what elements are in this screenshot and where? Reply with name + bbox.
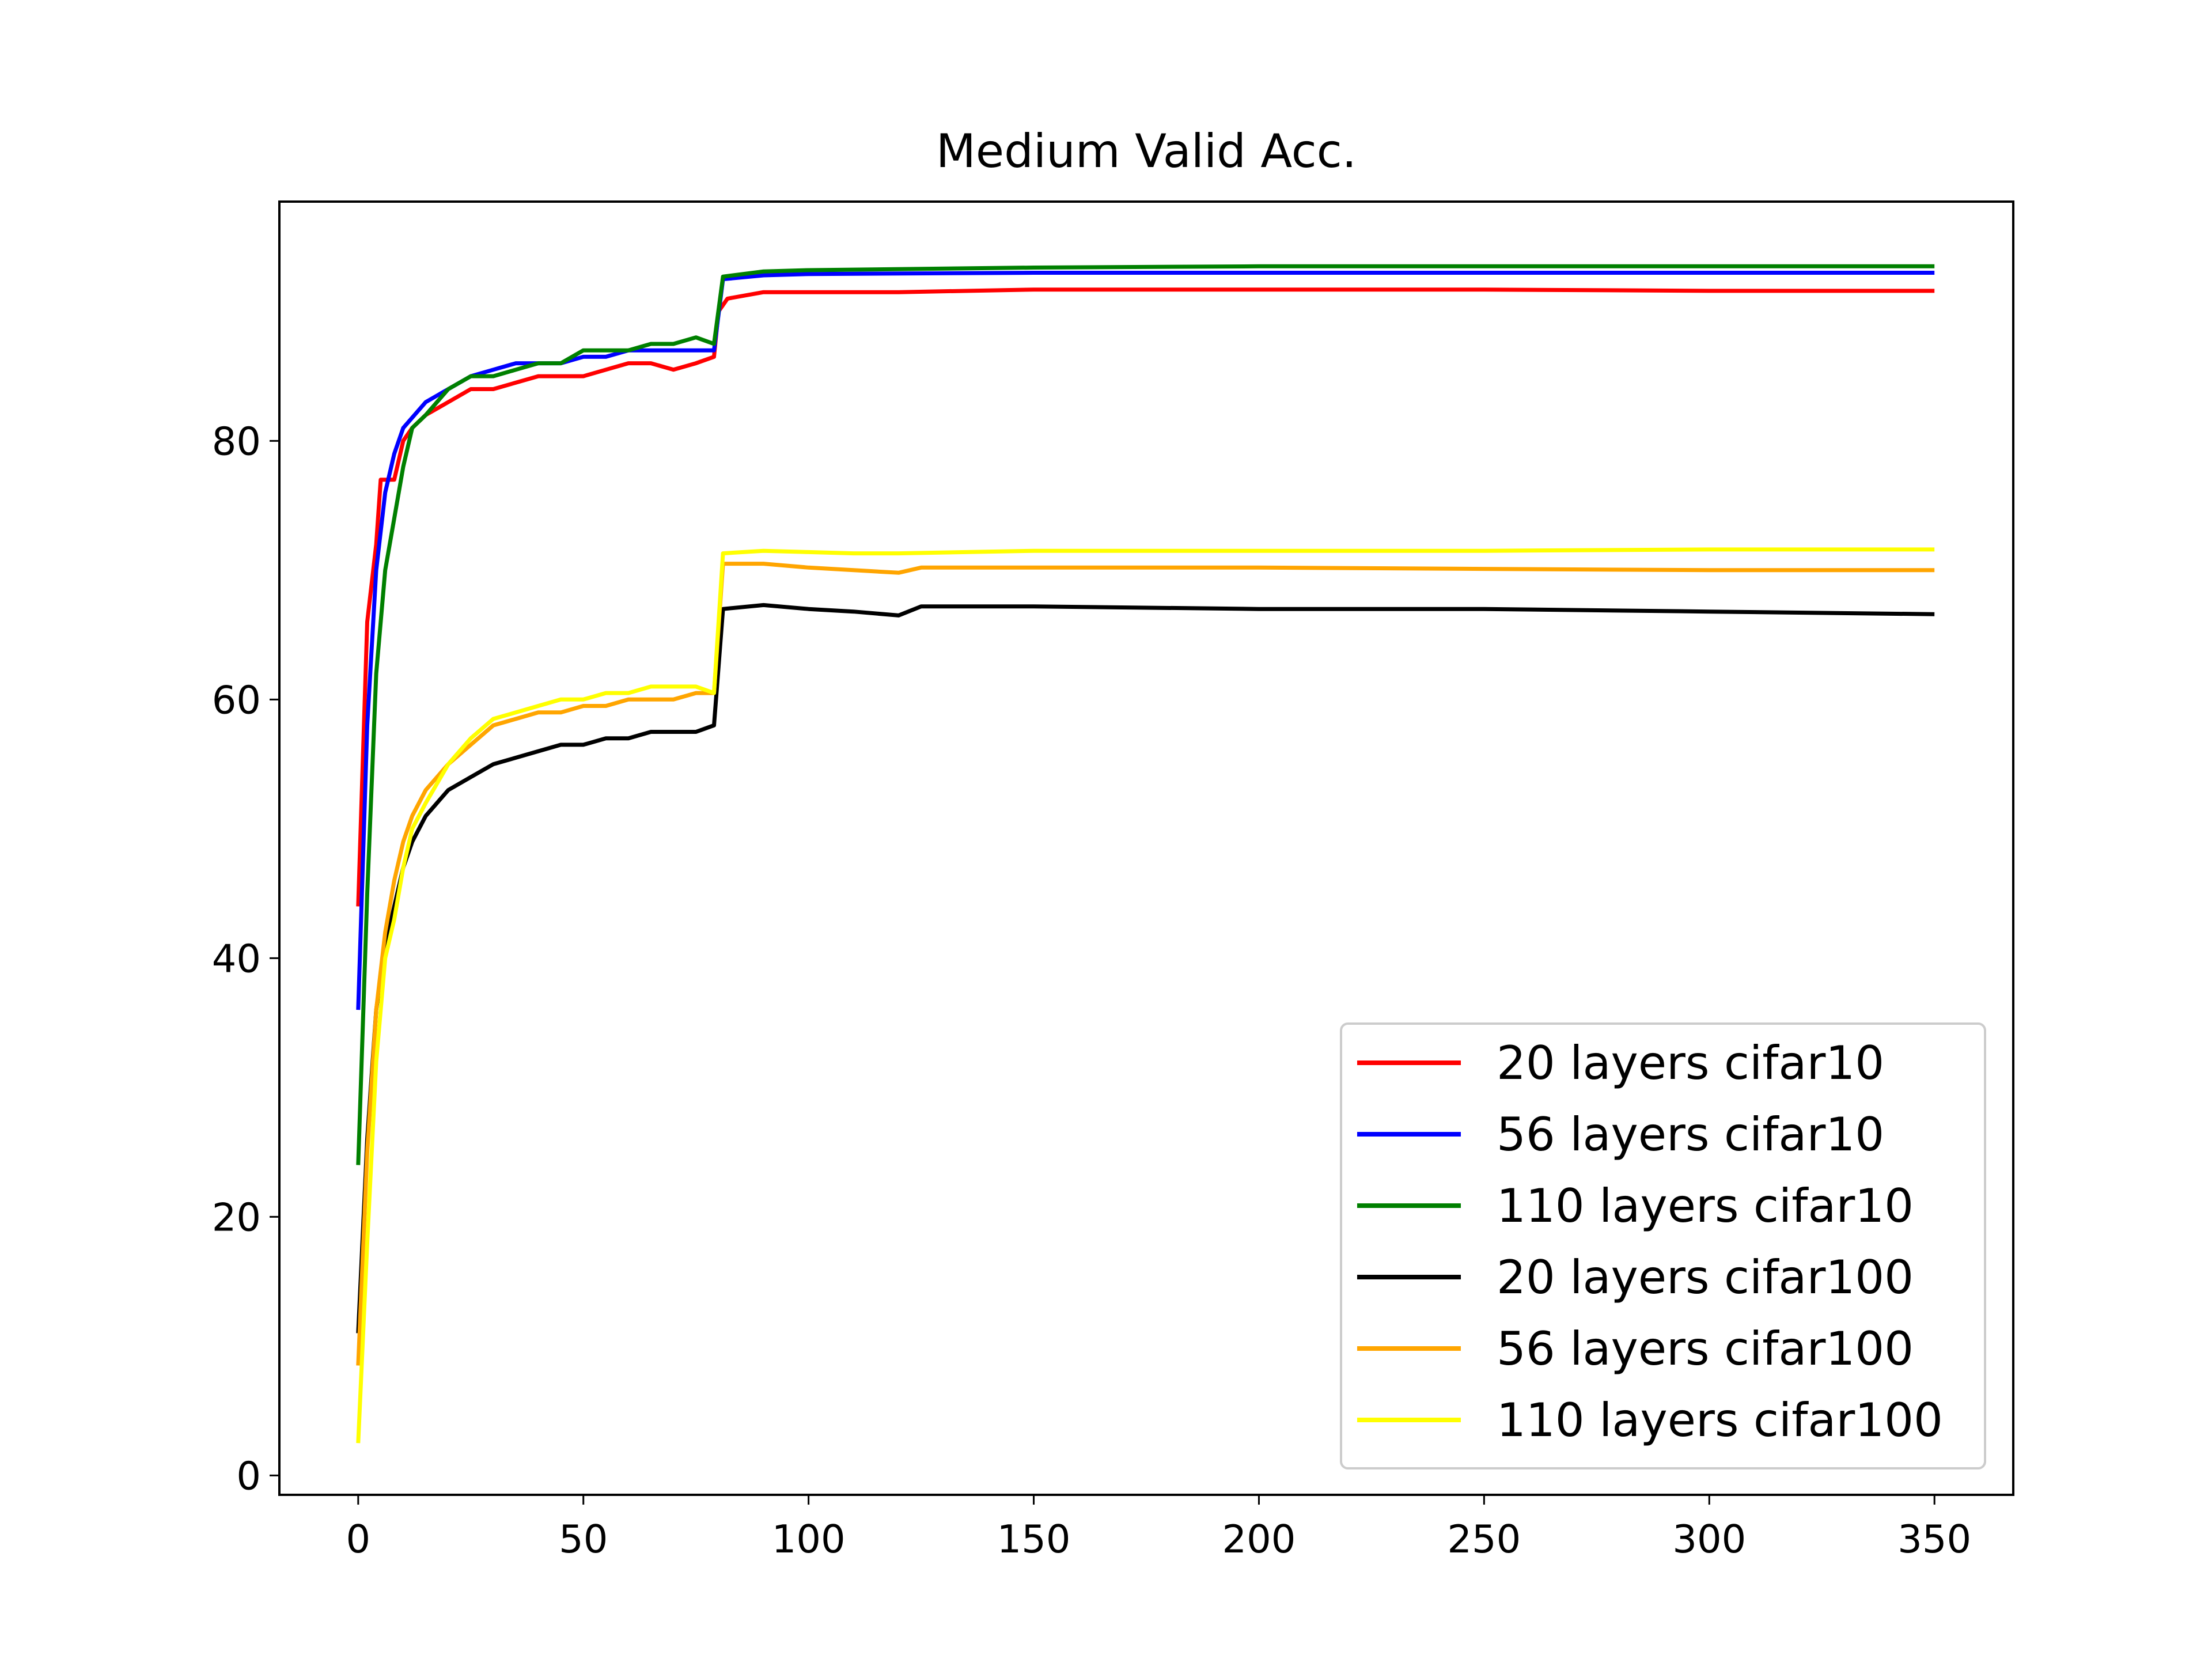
legend-box bbox=[1340, 1022, 1986, 1469]
legend-label: 20 layers cifar10 bbox=[1497, 1036, 1884, 1090]
y-tick-label: 0 bbox=[236, 1453, 261, 1498]
y-tick-label: 20 bbox=[212, 1195, 261, 1240]
x-tick-label: 250 bbox=[1447, 1517, 1521, 1562]
x-tick-label: 50 bbox=[559, 1517, 608, 1562]
x-tick-label: 100 bbox=[772, 1517, 846, 1562]
legend-label: 56 layers cifar100 bbox=[1497, 1322, 1914, 1376]
chart-title: Medium Valid Acc. bbox=[936, 124, 1357, 178]
y-tick-label: 60 bbox=[212, 677, 261, 722]
y-axis: 0 20 40 60 80 bbox=[212, 419, 279, 1498]
legend: 20 layers cifar10 56 layers cifar10 110 la… bbox=[1340, 1022, 1986, 1469]
plot-frame bbox=[278, 200, 2014, 1496]
y-tick-label: 40 bbox=[212, 936, 261, 981]
x-tick-label: 150 bbox=[997, 1517, 1071, 1562]
legend-label: 20 layers cifar100 bbox=[1497, 1251, 1914, 1304]
x-tick-label: 350 bbox=[1897, 1517, 1971, 1562]
legend-label: 110 layers cifar100 bbox=[1497, 1393, 1943, 1447]
series-layer bbox=[356, 264, 1935, 1444]
series-line-2 bbox=[356, 264, 1935, 1165]
series-line-5 bbox=[356, 547, 1935, 1444]
x-axis: 0 50 100 150 200 250 300 350 bbox=[346, 1495, 1971, 1562]
x-tick-label: 0 bbox=[346, 1517, 370, 1562]
x-tick-label: 300 bbox=[1672, 1517, 1746, 1562]
legend-label: 56 layers cifar10 bbox=[1497, 1108, 1884, 1161]
series-line-1 bbox=[356, 271, 1935, 1010]
legend-label: 110 layers cifar10 bbox=[1497, 1179, 1914, 1233]
series-line-0 bbox=[356, 287, 1935, 907]
series-line-4 bbox=[356, 562, 1935, 1366]
y-tick-label: 80 bbox=[212, 419, 261, 464]
x-tick-label: 200 bbox=[1222, 1517, 1296, 1562]
